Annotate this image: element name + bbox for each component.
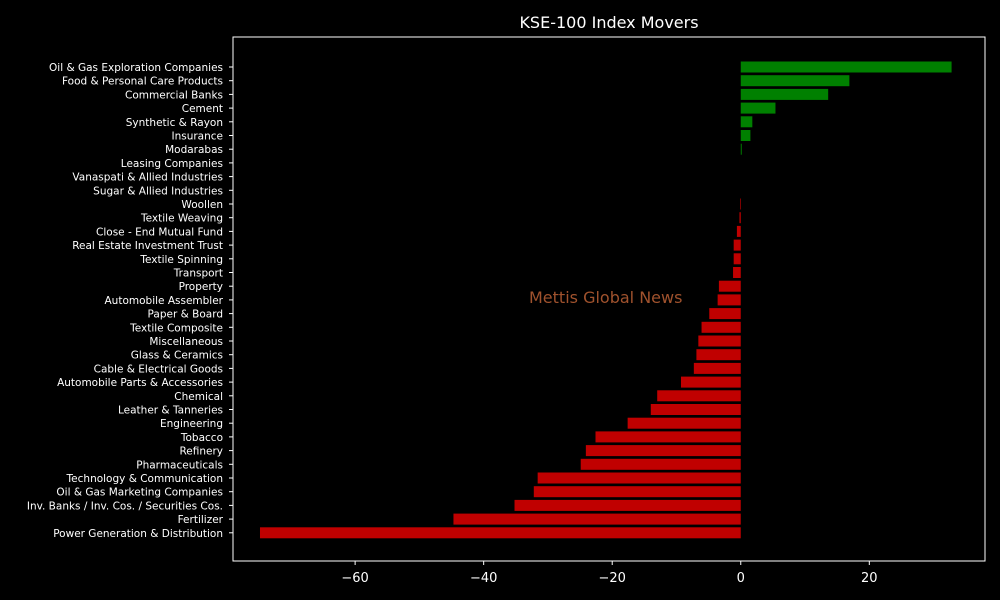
- x-tick-label: 0: [737, 571, 745, 586]
- bar: [733, 253, 741, 265]
- category-label: Real Estate Investment Trust: [72, 240, 223, 252]
- category-label: Engineering: [160, 418, 223, 430]
- category-label: Oil & Gas Marketing Companies: [56, 487, 223, 499]
- category-label: Paper & Board: [148, 309, 223, 321]
- bar: [709, 308, 741, 320]
- category-label: Refinery: [179, 446, 223, 458]
- x-tick-label: −60: [341, 571, 368, 586]
- category-label: Property: [179, 281, 223, 293]
- bar: [595, 431, 741, 443]
- category-label: Power Generation & Distribution: [53, 528, 223, 540]
- bar: [740, 75, 850, 87]
- category-label: Modarabas: [165, 144, 223, 156]
- bar: [657, 390, 741, 402]
- category-label: Chemical: [174, 391, 223, 403]
- bar: [514, 499, 741, 511]
- category-label: Food & Personal Care Products: [62, 76, 223, 88]
- bar: [701, 321, 741, 333]
- bars-group: [259, 61, 952, 539]
- watermark-text: Mettis Global News: [529, 288, 683, 307]
- bar: [680, 376, 741, 388]
- category-label: Close - End Mutual Fund: [96, 226, 223, 238]
- category-label: Transport: [173, 268, 223, 280]
- category-label: Fertilizer: [178, 514, 224, 526]
- bar: [740, 130, 751, 141]
- category-label: Synthetic & Rayon: [126, 117, 223, 129]
- bar: [733, 267, 741, 278]
- category-label: Cement: [182, 103, 223, 115]
- category-label: Tobacco: [180, 432, 223, 444]
- category-label: Textile Composite: [129, 322, 223, 334]
- chart-title: KSE-100 Index Movers: [519, 13, 699, 32]
- x-tick-label: −20: [598, 571, 625, 586]
- bar: [740, 116, 753, 128]
- bar: [718, 280, 741, 292]
- category-label: Glass & Ceramics: [131, 350, 223, 362]
- bar: [533, 486, 741, 498]
- x-tick-label: −40: [470, 571, 497, 586]
- category-label: Commercial Banks: [125, 89, 223, 101]
- bar: [698, 335, 741, 347]
- category-label: Leather & Tanneries: [118, 405, 223, 417]
- bar: [717, 294, 741, 306]
- bar: [627, 417, 741, 429]
- category-label: Textile Weaving: [140, 213, 223, 225]
- category-label: Miscellaneous: [149, 336, 223, 348]
- category-label: Automobile Assembler: [105, 295, 224, 307]
- category-label: Pharmaceuticals: [136, 459, 223, 471]
- bar: [733, 239, 741, 251]
- bar: [580, 458, 741, 470]
- category-label: Automobile Parts & Accessories: [57, 377, 223, 389]
- category-label: Vanaspati & Allied Industries: [72, 172, 223, 184]
- bar: [693, 362, 741, 374]
- category-label: Woollen: [181, 199, 223, 211]
- category-label: Technology & Communication: [66, 473, 223, 485]
- category-labels: Oil & Gas Exploration Companies Food & Pe…: [27, 62, 233, 540]
- x-tick-label: 20: [861, 571, 878, 586]
- bar: [740, 88, 829, 100]
- bar: [740, 198, 741, 210]
- category-label: Cable & Electrical Goods: [94, 363, 223, 375]
- bar: [537, 472, 741, 484]
- bar: [740, 102, 776, 114]
- category-label: Oil & Gas Exploration Companies: [49, 62, 223, 74]
- bar: [736, 225, 741, 237]
- bar: [259, 527, 741, 539]
- bar: [650, 404, 741, 415]
- category-label: Insurance: [171, 131, 223, 143]
- bar: [453, 513, 741, 525]
- bar: [696, 349, 741, 361]
- bar: [740, 61, 952, 73]
- category-label: Sugar & Allied Industries: [93, 185, 223, 197]
- bar: [739, 212, 741, 224]
- x-axis-ticks: −60 −40 −20 0 20: [341, 561, 878, 586]
- category-label: Leasing Companies: [121, 158, 223, 170]
- bar: [740, 143, 742, 155]
- category-label: Textile Spinning: [139, 254, 223, 266]
- bar: [585, 445, 741, 457]
- category-label: Inv. Banks / Inv. Cos. / Securities Cos.: [27, 500, 223, 512]
